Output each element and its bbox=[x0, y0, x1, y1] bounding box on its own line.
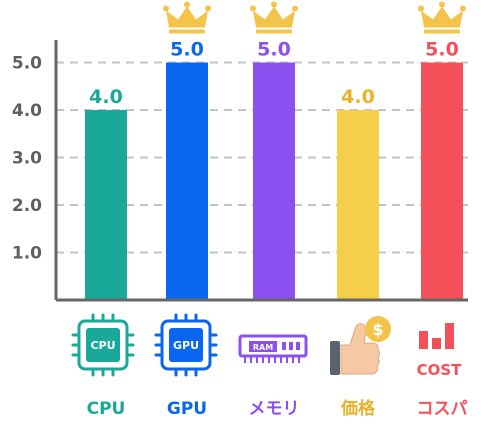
ram-icon-text: RAM bbox=[253, 343, 273, 352]
dollar-icon-text: $ bbox=[372, 320, 383, 339]
gridlines bbox=[56, 61, 468, 254]
ram-icon: RAM bbox=[238, 334, 308, 363]
value-label: 5.0 bbox=[425, 39, 459, 61]
bar bbox=[85, 110, 127, 300]
bar bbox=[253, 62, 295, 300]
y-tick-labels: 1.0 2.0 3.0 4.0 5.0 bbox=[12, 54, 42, 264]
gpu-icon-text: GPU bbox=[173, 339, 199, 352]
cost-icon: COST bbox=[417, 323, 463, 379]
crowns bbox=[163, 1, 466, 34]
y-tick-label: 5.0 bbox=[12, 54, 42, 74]
category-label: コスパ bbox=[417, 399, 468, 419]
cpu-icon-text: CPU bbox=[90, 339, 115, 352]
cpu-icon: CPU bbox=[71, 313, 135, 377]
crown-icon bbox=[418, 1, 466, 34]
category-label: 価格 bbox=[340, 398, 376, 419]
crown-icon bbox=[163, 1, 211, 34]
category-label: メモリ bbox=[249, 399, 300, 419]
cost-icon-text: COST bbox=[417, 361, 463, 379]
bar bbox=[421, 62, 463, 300]
y-tick-label: 4.0 bbox=[12, 101, 42, 121]
y-tick-label: 1.0 bbox=[12, 244, 42, 264]
bar bbox=[337, 110, 379, 300]
value-label: 5.0 bbox=[170, 39, 204, 61]
price-icon: $ bbox=[330, 316, 391, 375]
y-tick-label: 2.0 bbox=[12, 196, 42, 216]
y-tick-label: 3.0 bbox=[12, 149, 42, 169]
bars bbox=[85, 62, 463, 300]
value-label: 4.0 bbox=[89, 86, 123, 108]
category-labels: CPU GPU メモリ 価格 コスパ bbox=[87, 398, 468, 419]
value-labels: 4.0 5.0 5.0 4.0 5.0 bbox=[89, 39, 459, 109]
crown-icon bbox=[250, 1, 298, 34]
gpu-icon: GPU bbox=[154, 313, 218, 377]
bar bbox=[166, 62, 208, 300]
value-label: 5.0 bbox=[257, 39, 291, 61]
category-label: GPU bbox=[167, 399, 207, 419]
value-label: 4.0 bbox=[341, 86, 375, 108]
category-label: CPU bbox=[87, 399, 126, 419]
